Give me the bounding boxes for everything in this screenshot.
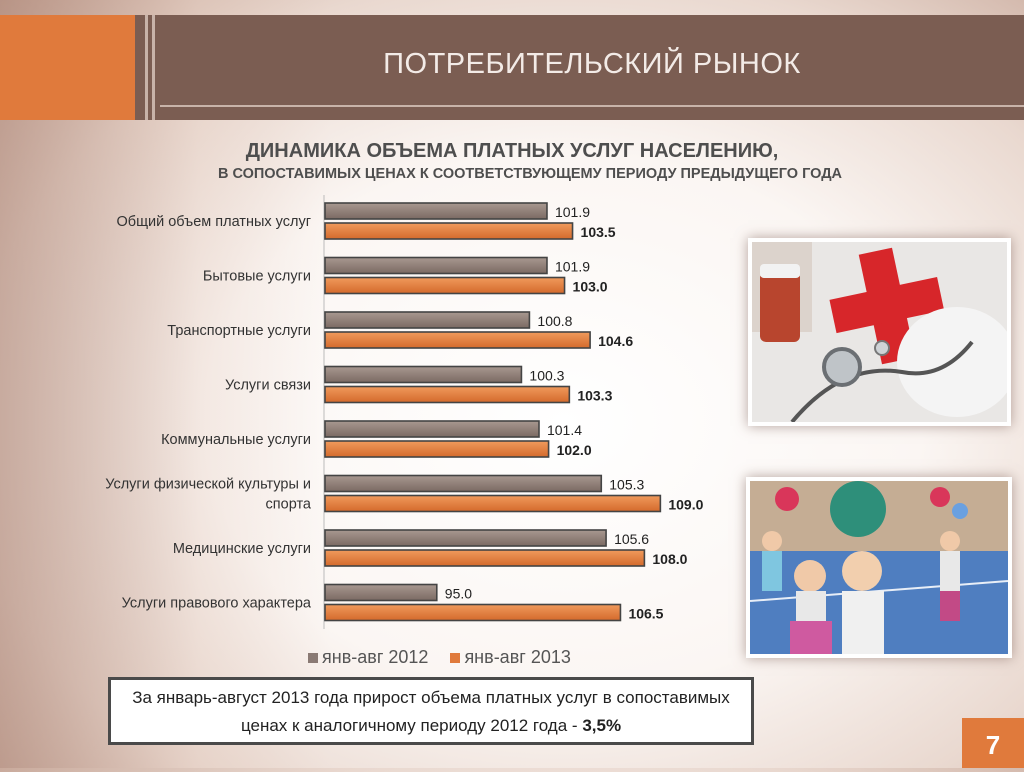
value-label: 106.5 bbox=[628, 606, 663, 622]
summary-note-value: 3,5% bbox=[582, 716, 622, 735]
category-label: Общий объем платных услуг bbox=[117, 214, 312, 230]
bar-2013 bbox=[324, 549, 646, 567]
bar-2013 bbox=[324, 222, 574, 240]
bar-2012 bbox=[324, 583, 438, 602]
bar-2012 bbox=[324, 365, 523, 384]
header-divider-stripe bbox=[145, 15, 148, 120]
header-bar bbox=[0, 15, 1024, 120]
legend-item-2012: янв-авг 2012 bbox=[308, 647, 428, 668]
value-label: 95.0 bbox=[445, 586, 472, 602]
category-label: Услуги правового характера bbox=[122, 596, 312, 612]
legend-item-2013: янв-авг 2013 bbox=[450, 647, 571, 668]
background-shade bbox=[0, 0, 330, 768]
value-label: 101.9 bbox=[555, 204, 590, 220]
value-label: 102.0 bbox=[557, 442, 592, 458]
bar-2012 bbox=[324, 256, 548, 275]
bar-chart: Общий объем платных услуг 101.9 103.5 Бытов… bbox=[105, 195, 704, 629]
bar-2013 bbox=[324, 331, 591, 349]
legend-swatch-2012 bbox=[308, 652, 318, 663]
category-label: Бытовые услуги bbox=[203, 269, 311, 285]
category-label: Услуги связи bbox=[225, 378, 311, 394]
value-label: 103.5 bbox=[581, 224, 616, 240]
header-accent-block bbox=[0, 15, 135, 120]
value-label: 104.6 bbox=[598, 333, 633, 349]
value-label: 105.3 bbox=[609, 477, 644, 493]
chart-title: ДИНАМИКА ОБЪЕМА ПЛАТНЫХ УСЛУГ НАСЕЛЕНИЮ, bbox=[245, 140, 779, 162]
bar-2012 bbox=[324, 420, 540, 438]
summary-note-text: За январь-август 2013 года прирост объем… bbox=[132, 688, 730, 735]
value-label: 108.0 bbox=[652, 551, 687, 567]
category-label: Медицинские услуги bbox=[173, 541, 311, 557]
value-label: 100.3 bbox=[529, 368, 564, 384]
value-label: 109.0 bbox=[668, 497, 703, 513]
bar-2012 bbox=[324, 529, 607, 547]
header-underline bbox=[160, 105, 1024, 107]
value-label: 101.4 bbox=[547, 422, 582, 438]
legend-swatch-2013 bbox=[450, 652, 461, 663]
value-label: 101.9 bbox=[555, 259, 590, 275]
bar-2013 bbox=[324, 440, 550, 458]
medical-photo bbox=[748, 238, 1011, 426]
value-label: 103.0 bbox=[573, 279, 608, 295]
category-label: Транспортные услуги bbox=[167, 323, 311, 339]
header-divider-stripe bbox=[152, 15, 155, 120]
bar-2013 bbox=[324, 603, 622, 622]
legend-label-2012: янв-авг 2012 bbox=[322, 647, 429, 667]
bar-2013 bbox=[324, 276, 566, 295]
page-number: 7 bbox=[962, 718, 1024, 768]
category-label: Коммунальные услуги bbox=[161, 432, 311, 448]
value-label: 103.3 bbox=[577, 388, 612, 404]
bar-2012 bbox=[324, 311, 531, 329]
page-title: ПОТРЕБИТЕЛЬСКИЙ РЫНОК bbox=[383, 48, 801, 80]
legend-label-2013: янв-авг 2013 bbox=[464, 647, 571, 667]
value-label: 105.6 bbox=[614, 531, 649, 547]
value-label: 100.8 bbox=[537, 313, 572, 329]
sports-photo bbox=[746, 477, 1012, 658]
category-label: Услуги физической культуры и спорта bbox=[105, 477, 312, 513]
bar-2012 bbox=[324, 202, 548, 220]
bar-2013 bbox=[324, 385, 571, 404]
bar-2012 bbox=[324, 474, 603, 493]
bar-2013 bbox=[324, 494, 662, 513]
chart-legend: янв-авг 2012 янв-авг 2013 bbox=[308, 647, 571, 668]
chart-subtitle: В СОПОСТАВИМЫХ ЦЕНАХ К СООТВЕТСТВУЮЩЕМУ … bbox=[217, 166, 843, 182]
summary-note: За январь-август 2013 года прирост объем… bbox=[108, 677, 754, 745]
